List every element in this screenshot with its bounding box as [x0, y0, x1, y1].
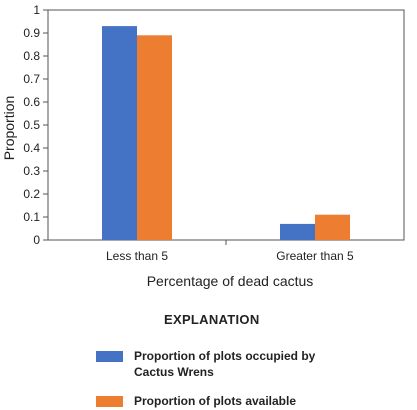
legend-swatch-available [96, 396, 123, 407]
bar [315, 214, 350, 240]
y-tick-label: 0.3 [23, 164, 40, 178]
y-tick-label: 0.4 [23, 141, 40, 155]
plot-frame [47, 9, 405, 241]
x-axis-label: Percentage of dead cactus [147, 273, 314, 289]
legend-swatch-occupied [96, 351, 123, 362]
bar [102, 26, 137, 240]
legend-label-occupied: Proportion of plots occupied by Cactus W… [134, 349, 316, 379]
x-tick-label: Less than 5 [106, 249, 168, 263]
bar-chart: 0 0.1 0.2 0.3 0.4 0.5 0.6 0.7 0.8 0.9 1 Less than 5… [1, 3, 405, 289]
y-axis-label: Proportion [1, 96, 17, 161]
bar [137, 35, 172, 240]
y-tick-label: 0.6 [23, 95, 40, 109]
plot-area: 0 0.1 0.2 0.3 0.4 0.5 0.6 0.7 0.8 0.9 1 Less than 5… [23, 3, 405, 263]
bar [280, 223, 315, 240]
legend-label-available: Proportion of plots available [134, 394, 297, 408]
y-tick-label: 0.1 [23, 210, 40, 224]
y-tick-label: 0.2 [23, 187, 40, 201]
y-tick-label: 0.7 [23, 72, 40, 86]
y-tick-label: 0 [33, 233, 40, 247]
x-tick-label: Greater than 5 [276, 249, 354, 263]
legend-title: EXPLANATION [164, 312, 260, 327]
y-tick-label: 1 [33, 3, 40, 17]
y-tick-label: 0.9 [23, 26, 40, 40]
y-tick-label: 0.5 [23, 118, 40, 132]
y-tick-label: 0.8 [23, 49, 40, 63]
